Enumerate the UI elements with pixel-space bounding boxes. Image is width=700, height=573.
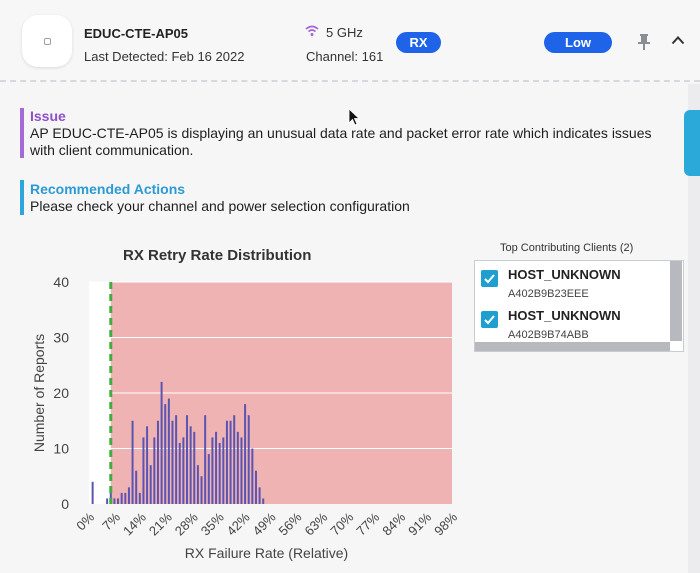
- bar: [189, 426, 192, 504]
- bar: [106, 498, 109, 504]
- bar: [117, 498, 120, 504]
- wifi-icon: [305, 25, 319, 36]
- x-tick-label: 84%: [379, 509, 408, 538]
- y-tick-label: 0: [61, 496, 69, 512]
- bar: [225, 420, 228, 504]
- mouse-cursor-icon: [348, 108, 360, 126]
- x-axis-label: RX Failure Rate (Relative): [185, 545, 348, 561]
- bar: [91, 481, 94, 504]
- bar: [236, 431, 239, 504]
- bar: [222, 437, 225, 504]
- bar: [262, 498, 265, 504]
- bar: [193, 431, 196, 504]
- severity-badge: Low: [544, 32, 612, 53]
- x-tick-label: 21%: [146, 509, 175, 538]
- checkbox-checked-icon[interactable]: [481, 270, 498, 287]
- y-tick-label: 20: [53, 385, 69, 401]
- bar: [244, 404, 247, 504]
- pin-icon[interactable]: [637, 34, 651, 50]
- bar: [153, 437, 156, 504]
- bar: [149, 465, 152, 504]
- bar: [138, 492, 141, 504]
- clients-title: Top Contributing Clients (2): [500, 242, 634, 254]
- client-mac: A402B9B74ABB: [508, 329, 589, 341]
- bar: [240, 437, 243, 504]
- bar: [113, 498, 116, 504]
- clients-vertical-scrollbar[interactable]: [670, 261, 682, 341]
- x-tick-label: 77%: [353, 509, 382, 538]
- band: 5 GHz: [326, 25, 363, 40]
- bar: [131, 420, 134, 504]
- client-name: HOST_UNKNOWN: [508, 267, 621, 282]
- bar: [204, 415, 207, 504]
- y-tick-label: 10: [53, 441, 69, 457]
- clients-list: HOST_UNKNOWN A402B9B23EEE HOST_UNKNOWN A…: [474, 260, 684, 352]
- issue-title: Issue: [30, 108, 66, 124]
- x-tick-label: 56%: [276, 509, 305, 538]
- x-tick-label: 91%: [405, 509, 434, 538]
- side-drawer-tab[interactable]: [684, 110, 700, 176]
- bar: [124, 492, 127, 504]
- bar: [127, 487, 130, 504]
- client-name: HOST_UNKNOWN: [508, 308, 621, 323]
- page-scrollbar[interactable]: [688, 84, 700, 573]
- bar: [160, 381, 163, 504]
- bar: [182, 437, 185, 504]
- chart-title: RX Retry Rate Distribution: [123, 247, 312, 264]
- y-axis-label: Number of Reports: [31, 334, 47, 452]
- alert-header[interactable]: EDUC-CTE-AP05 Last Detected: Feb 16 2022…: [0, 0, 700, 82]
- bar: [164, 404, 167, 504]
- y-tick-label: 40: [53, 274, 69, 290]
- x-tick-label: 28%: [172, 509, 201, 538]
- bar: [251, 448, 254, 504]
- bar: [215, 431, 218, 504]
- bar: [211, 437, 214, 504]
- y-tick-label: 30: [53, 330, 69, 346]
- bar: [186, 415, 189, 504]
- recommended-title: Recommended Actions: [30, 181, 186, 197]
- bar: [120, 492, 123, 504]
- bar: [156, 420, 159, 504]
- bar: [200, 476, 203, 504]
- type-badge: RX: [396, 32, 441, 53]
- issue-accent-bar: [20, 108, 24, 158]
- recommended-text: Please check your channel and power sele…: [30, 198, 410, 214]
- bar: [258, 487, 261, 504]
- x-tick-label: 0%: [73, 509, 97, 533]
- issue-text: AP EDUC-CTE-AP05 is displaying an unusua…: [30, 125, 652, 158]
- bar: [167, 398, 170, 504]
- x-tick-label: 49%: [250, 509, 279, 538]
- bar: [218, 442, 221, 504]
- client-mac: A402B9B23EEE: [508, 288, 589, 300]
- bar: [178, 442, 181, 504]
- bar: [171, 420, 174, 504]
- chevron-up-icon[interactable]: [671, 35, 685, 45]
- bar: [229, 420, 232, 504]
- rx-retry-chart: 0 10 20 30 40 0% 7%14%21%28%35%42%49%56%63%70%…: [31, 274, 460, 561]
- x-tick-label: 63%: [301, 509, 330, 538]
- x-tick-label: 70%: [327, 509, 356, 538]
- bar: [146, 426, 149, 504]
- bar: [142, 437, 145, 504]
- x-tick-label: 7%: [99, 509, 123, 533]
- bar: [196, 465, 199, 504]
- clients-horizontal-scrollbar[interactable]: [475, 342, 670, 351]
- bar: [207, 454, 210, 504]
- x-tick-label: 98%: [431, 509, 460, 538]
- bar: [254, 470, 257, 504]
- ap-name: EDUC-CTE-AP05: [84, 26, 189, 41]
- bar: [233, 415, 236, 504]
- checkbox-checked-icon[interactable]: [481, 311, 498, 328]
- channel: Channel: 161: [306, 49, 384, 64]
- x-tick-label: 42%: [224, 509, 253, 538]
- bar: [247, 415, 250, 504]
- recommended-accent-bar: [20, 180, 24, 215]
- bar: [135, 470, 138, 504]
- x-tick-label: 35%: [198, 509, 227, 538]
- access-point-icon: [22, 15, 72, 67]
- x-tick-label: 14%: [120, 509, 149, 538]
- last-detected: Last Detected: Feb 16 2022: [84, 49, 245, 64]
- bar: [175, 415, 178, 504]
